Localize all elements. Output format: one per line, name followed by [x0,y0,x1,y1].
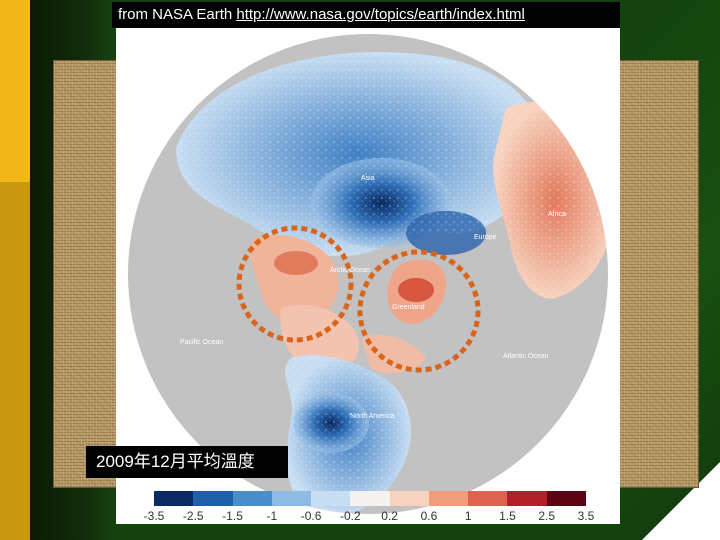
label-arctic-ocean: Arctic Ocean [330,267,370,274]
alaska-landmass [249,234,339,324]
legend-tick-label: 1.5 [499,509,516,523]
canada-north-landmass [280,304,360,373]
legend-tick-label: -0.6 [300,509,322,523]
temperature-map-panel: Asia Africa Europe Arctic Ocean Greenlan… [116,28,620,524]
legend-tick-label: -1 [266,509,278,523]
legend-swatch [389,491,429,506]
legend-tick-label: 2.5 [538,509,556,523]
label-north-america: North America [350,413,394,420]
legend-tick-label: -0.2 [340,509,361,523]
temperature-map: Asia Africa Europe Arctic Ocean Greenlan… [128,34,608,514]
legend-swatch [154,491,194,506]
legend-swatch [271,491,312,506]
label-pacific-ocean: Pacific Ocean [180,339,223,346]
legend-tick-label: 3.5 [577,509,595,523]
source-text: from NASA Earth [118,6,237,23]
highlight-circle-greenland [357,249,481,373]
legend-swatch [468,491,508,506]
legend-ticks: -3.5 -2.5 -1.5 -1 -0.6 -0.2 0.2 0.6 1 1.5 2.5 3.5 [138,509,602,525]
label-asia: Asia [361,175,375,182]
legend-tick-label: -1.5 [222,509,243,523]
highlight-circle-alaska [236,225,354,343]
legend-tick-label: -3.5 [143,509,165,523]
legend-swatch [311,491,351,506]
legend-swatch [350,491,390,506]
eurasia-texture [176,52,542,257]
legend-swatch [507,491,547,506]
source-link[interactable]: http://www.nasa.gov/topics/earth/index.h… [236,6,525,23]
legend-tick-label: 0.6 [420,509,438,523]
legend-tick-label: -2.5 [182,509,204,523]
legend-swatch [546,491,586,506]
date-label: 2009年12月平均溫度 [86,446,288,478]
label-europe: Europe [474,234,497,241]
label-atlantic-ocean: Atlantic Ocean [503,353,549,360]
source-caption: from NASA Earth http://www.nasa.gov/topi… [112,2,620,28]
north-america-texture [285,355,411,514]
accent-bar-ochre [0,182,30,540]
accent-bar-yellow [0,0,30,182]
legend-tick-label: 1 [464,509,472,523]
legend-swatch [193,491,233,506]
label-greenland: Greenland [392,304,425,311]
color-legend [154,491,586,506]
canada-east-landmass [361,334,426,374]
legend-tick-label: 0.2 [381,509,398,523]
label-africa: Africa [548,211,566,218]
alaska-warm-anomaly [274,251,318,275]
page-number: 7 [701,520,708,534]
greenland-warm-anomaly [398,278,434,302]
legend-swatch [428,491,469,506]
legend-swatch [232,491,272,506]
